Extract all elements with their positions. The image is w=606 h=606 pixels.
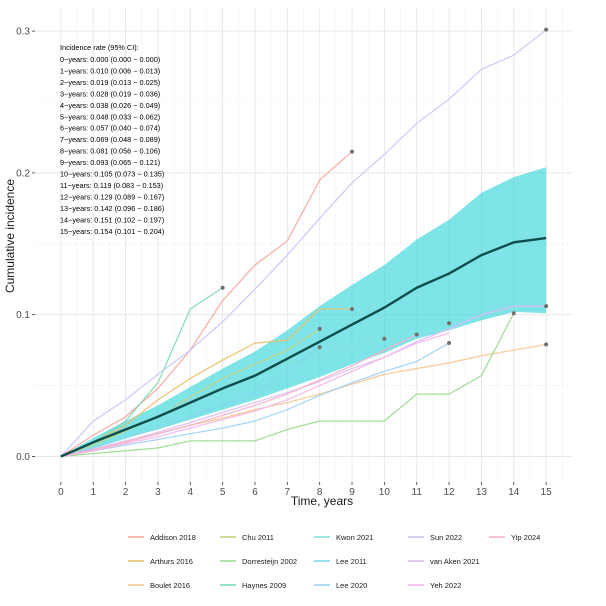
x-tick-label: 10 bbox=[379, 487, 391, 498]
annotation-line: 15−years: 0.154 (0.101 − 0.204) bbox=[60, 227, 164, 236]
legend-item-chu-2011: Chu 2011 bbox=[220, 533, 274, 542]
pooled-series bbox=[60, 236, 547, 458]
x-tick-label: 7 bbox=[285, 487, 291, 498]
legend-label: Yip 2024 bbox=[511, 533, 540, 542]
legend-item-addison-2018: Addison 2018 bbox=[128, 533, 196, 542]
annotation-line: 5−years: 0.048 (0.033 − 0.062) bbox=[60, 112, 160, 121]
legend-item-arthurs-2016: Arthurs 2016 bbox=[128, 557, 193, 566]
legend-label: Lee 2011 bbox=[336, 557, 367, 566]
x-tick-label: 3 bbox=[155, 487, 161, 498]
annotation-line: 9−years: 0.093 (0.065 − 0.121) bbox=[60, 158, 160, 167]
endpoint-marker bbox=[220, 285, 225, 290]
x-tick-label: 6 bbox=[252, 487, 258, 498]
legend-item-van-aken-2021: van Aken 2021 bbox=[408, 557, 480, 566]
x-tick-label: 12 bbox=[444, 487, 456, 498]
endpoint-marker bbox=[544, 304, 549, 309]
legend-item-kwon-2021: Kwon 2021 bbox=[314, 533, 374, 542]
legend-item-lee-2011: Lee 2011 bbox=[314, 557, 367, 566]
series-line-arthurs-2016 bbox=[60, 308, 353, 458]
x-tick-label: 0 bbox=[58, 487, 64, 498]
endpoint-marker bbox=[447, 321, 452, 326]
legend-item-yip-2024: Yip 2024 bbox=[489, 533, 540, 542]
series-line-lee-2011 bbox=[60, 346, 321, 458]
annotation-line: 8−years: 0.081 (0.056 − 0.106) bbox=[60, 147, 160, 156]
y-tick-label: 0.3 bbox=[16, 27, 30, 38]
legend-item-boulet-2016: Boulet 2016 bbox=[128, 581, 190, 590]
endpoint-marker bbox=[544, 342, 549, 347]
legend-label: van Aken 2021 bbox=[430, 557, 480, 566]
endpoint-marker bbox=[544, 27, 549, 32]
annotation-line: 10−years: 0.105 (0.073 − 0.135) bbox=[60, 170, 164, 179]
endpoint-marker bbox=[447, 341, 452, 346]
study-series bbox=[60, 29, 547, 458]
annotation-line: 13−years: 0.142 (0.096 − 0.186) bbox=[60, 204, 164, 213]
endpoint-marker bbox=[317, 326, 322, 331]
x-tick-label: 15 bbox=[541, 487, 553, 498]
x-tick-label: 1 bbox=[90, 487, 96, 498]
y-tick-label: 0.2 bbox=[16, 168, 30, 179]
incidence-rate-annotation: Incidence rate (95% CI): 0−years: 0.000 … bbox=[60, 43, 164, 236]
series-line-lee-2020 bbox=[60, 342, 450, 458]
x-tick-label: 8 bbox=[317, 487, 323, 498]
x-axis-title: Time, years bbox=[291, 494, 353, 508]
series-line-yeh-2022 bbox=[60, 332, 450, 458]
legend-item-lee-2020: Lee 2020 bbox=[314, 581, 367, 590]
pooled-ci-band bbox=[60, 167, 547, 457]
annotation-line: 14−years: 0.151 (0.102 − 0.197) bbox=[60, 215, 164, 224]
legend-label: Boulet 2016 bbox=[150, 581, 190, 590]
annotation-line: 12−years: 0.129 (0.089 − 0.167) bbox=[60, 192, 164, 201]
annotation-title: Incidence rate (95% CI): bbox=[60, 43, 139, 52]
legend-item-haynes-2009: Haynes 2009 bbox=[220, 581, 286, 590]
legend-label: Addison 2018 bbox=[150, 533, 196, 542]
annotation-line: 4−years: 0.038 (0.026 − 0.049) bbox=[60, 101, 160, 110]
y-tick-label: 0.0 bbox=[16, 452, 30, 463]
endpoint-marker bbox=[350, 149, 355, 154]
legend-label: Dorresteijn 2002 bbox=[242, 557, 297, 566]
endpoint-marker bbox=[414, 332, 419, 337]
annotation-line: 0−years: 0.000 (0.000 − 0.000) bbox=[60, 55, 160, 64]
x-tick-label: 4 bbox=[187, 487, 193, 498]
legend-label: Kwon 2021 bbox=[336, 533, 374, 542]
legend-label: Lee 2020 bbox=[336, 581, 367, 590]
legend-label: Haynes 2009 bbox=[242, 581, 286, 590]
x-tick-label: 2 bbox=[123, 487, 129, 498]
series-line-addison-2018 bbox=[60, 151, 353, 458]
legend-label: Yeh 2022 bbox=[430, 581, 461, 590]
x-tick-label: 5 bbox=[220, 487, 226, 498]
series-line-sun-2022 bbox=[60, 29, 547, 457]
legend-label: Chu 2011 bbox=[242, 533, 274, 542]
y-axis-ticks: 0.0 0.1 0.2 0.3 bbox=[16, 27, 35, 463]
endpoint-marker bbox=[382, 336, 387, 341]
endpoint-marker bbox=[317, 345, 322, 350]
series-line-dorresteijn-2002 bbox=[60, 312, 515, 458]
legend: Addison 2018 Chu 2011 Kwon 2021 Sun 2022 Yip… bbox=[128, 533, 540, 590]
y-tick-label: 0.1 bbox=[16, 310, 30, 321]
legend-item-dorresteijn-2002: Dorresteijn 2002 bbox=[220, 557, 297, 566]
x-axis-ticks: 0 1 2 3 4 5 6 7 8 9 10 11 12 13 14 15 bbox=[58, 482, 552, 498]
series-line-chu-2011 bbox=[60, 328, 321, 458]
annotation-line: 7−years: 0.069 (0.048 − 0.089) bbox=[60, 135, 160, 144]
x-tick-label: 11 bbox=[412, 487, 423, 498]
legend-item-sun-2022: Sun 2022 bbox=[408, 533, 462, 542]
annotation-line: 1−years: 0.010 (0.006 − 0.013) bbox=[60, 66, 160, 75]
annotation-line: 2−years: 0.019 (0.013 − 0.025) bbox=[60, 78, 160, 87]
x-tick-label: 9 bbox=[349, 487, 355, 498]
endpoint-marker bbox=[511, 311, 516, 316]
legend-item-yeh-2022: Yeh 2022 bbox=[408, 581, 461, 590]
annotation-line: 3−years: 0.028 (0.019 − 0.036) bbox=[60, 89, 160, 98]
series-line-yip-2024 bbox=[60, 333, 418, 458]
legend-label: Arthurs 2016 bbox=[150, 557, 193, 566]
series-endpoints bbox=[220, 27, 549, 350]
legend-label: Sun 2022 bbox=[430, 533, 462, 542]
annotation-line: 6−years: 0.057 (0.040 − 0.074) bbox=[60, 124, 160, 133]
pooled-confidence-band bbox=[60, 167, 547, 457]
x-tick-label: 14 bbox=[508, 487, 520, 498]
x-tick-label: 13 bbox=[476, 487, 488, 498]
pooled-line bbox=[60, 236, 547, 458]
endpoint-marker bbox=[350, 307, 355, 312]
annotation-line: 11−years: 0.119 (0.083 − 0.153) bbox=[60, 181, 163, 190]
y-axis-title: Cumulative incidence bbox=[3, 179, 17, 293]
